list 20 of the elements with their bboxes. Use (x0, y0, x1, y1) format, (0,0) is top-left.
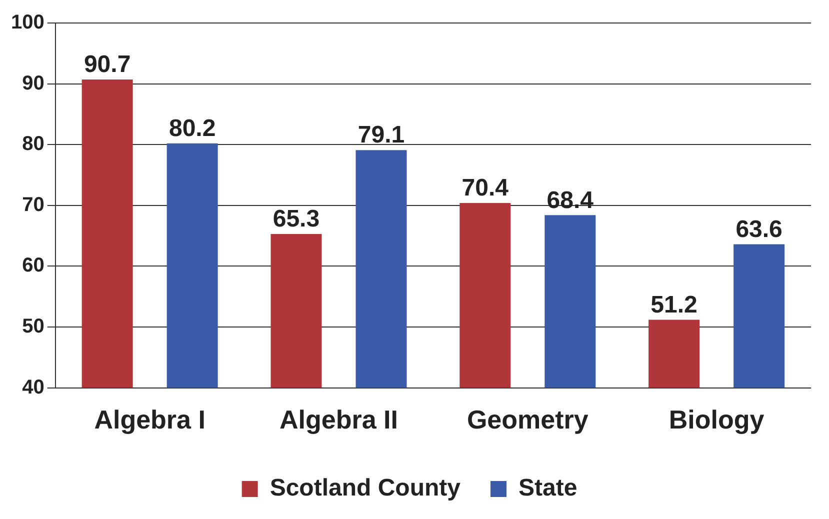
legend-label: State (518, 474, 578, 502)
data-label: 65.3 (272, 206, 320, 233)
data-label: 70.4 (462, 174, 510, 202)
legend-label: Scotland County (270, 474, 462, 502)
y-tick-label: 70 (22, 194, 44, 216)
y-tick-label: 80 (22, 133, 44, 156)
y-tick-label: 90 (22, 72, 44, 94)
data-label: 51.2 (650, 291, 698, 318)
data-label: 80.2 (168, 115, 216, 142)
data-label: 63.6 (736, 216, 782, 243)
y-tick-label: 100 (10, 12, 44, 34)
data-label: 79.1 (358, 122, 405, 149)
x-tick-label: Biology (668, 404, 765, 435)
data-label: 90.7 (84, 51, 131, 78)
x-tick-label: Algebra I (94, 404, 206, 435)
y-tick-label: 40 (22, 376, 44, 398)
x-tick-label: Geometry (466, 404, 589, 435)
y-tick-label: 60 (22, 254, 44, 277)
x-tick-label: Algebra II (279, 404, 398, 435)
y-tick-label: 50 (22, 316, 44, 338)
